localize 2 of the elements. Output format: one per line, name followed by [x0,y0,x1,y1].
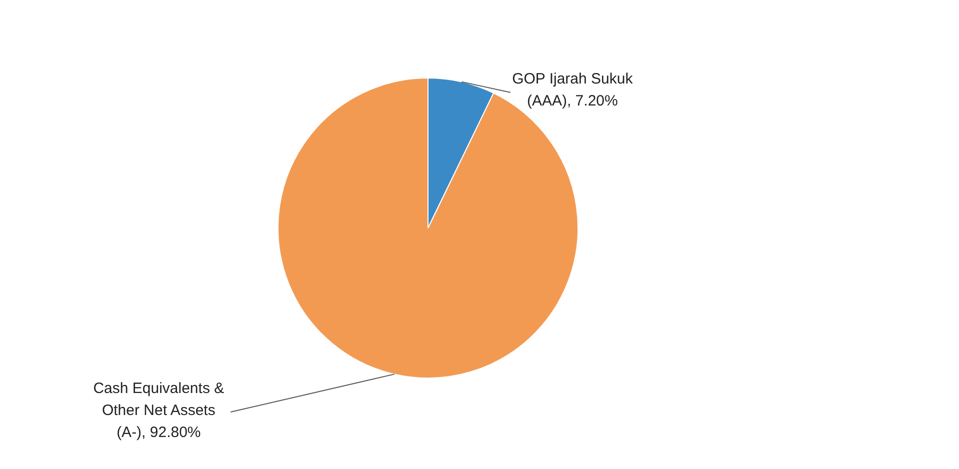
slice-label: Cash Equivalents & Other Net Assets (A-), 92.80% [93,380,224,441]
slice-label: GOP Ijarah Sukuk (AAA), 7.20% [512,70,634,110]
